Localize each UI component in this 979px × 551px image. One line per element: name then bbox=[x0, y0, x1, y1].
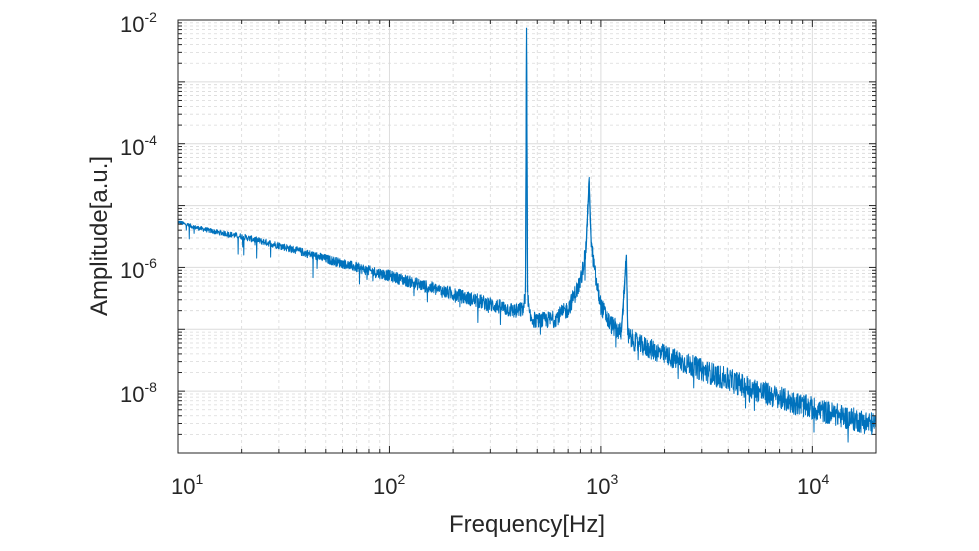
y-tick-label-1: 10-8 bbox=[120, 379, 157, 407]
tick-marks bbox=[177, 19, 877, 454]
y-tick-label-2: 10-6 bbox=[120, 255, 157, 283]
series-peak bbox=[585, 180, 592, 249]
x-axis-label: Frequency[Hz] bbox=[449, 511, 605, 538]
y-tick-label-3: 10-4 bbox=[120, 132, 157, 160]
y-tick-label-4: 10-2 bbox=[120, 9, 157, 37]
series-layer bbox=[177, 27, 877, 443]
x-tick-label-1: 101 bbox=[171, 471, 203, 499]
y-axis-label: Amplitude[a.u.] bbox=[86, 156, 113, 316]
x-tick-labels: 101 102 103 104 bbox=[171, 471, 829, 499]
x-tick-label-3: 103 bbox=[586, 471, 618, 499]
x-tick-label-2: 102 bbox=[373, 471, 405, 499]
series-peak bbox=[524, 27, 529, 293]
plot-frame bbox=[177, 19, 877, 454]
series-peak bbox=[620, 254, 629, 336]
y-tick-labels: 10-8 10-6 10-4 10-2 bbox=[120, 9, 157, 407]
x-tick-label-4: 104 bbox=[797, 471, 829, 499]
